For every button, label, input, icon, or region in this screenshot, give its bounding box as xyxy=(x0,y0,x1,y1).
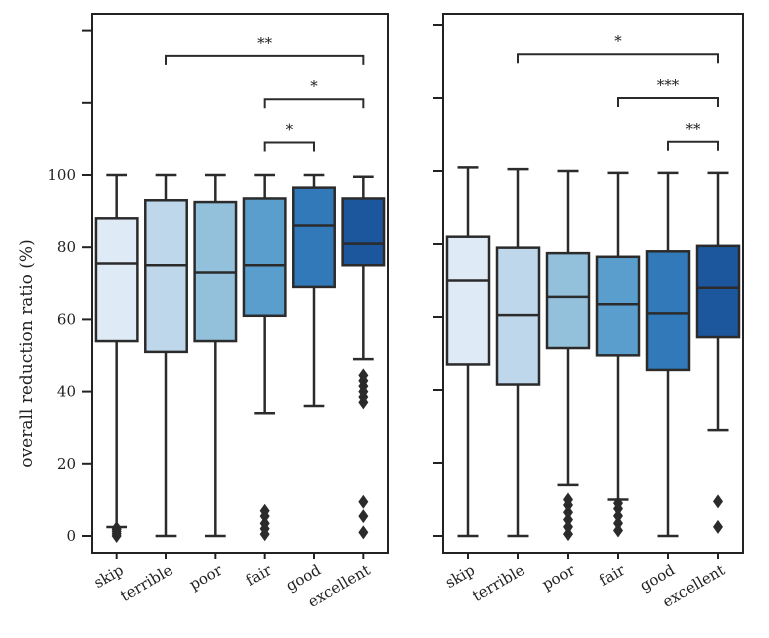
plot-frame xyxy=(442,13,744,554)
x-tick-label: fair xyxy=(596,560,629,589)
box-poor xyxy=(193,173,238,538)
box-poor xyxy=(545,169,591,542)
iqr-box xyxy=(94,217,139,343)
bracket-line xyxy=(165,54,365,65)
outlier-point xyxy=(259,503,270,518)
y-tick-label: 0 xyxy=(66,527,76,545)
significance-bracket: * xyxy=(517,32,719,64)
bracket-line xyxy=(263,98,365,109)
iqr-box xyxy=(144,199,188,354)
iqr-box xyxy=(242,197,287,318)
outlier-point xyxy=(613,508,623,523)
outlier-point xyxy=(713,519,723,534)
significance-bracket: ** xyxy=(667,120,719,151)
iqr-box xyxy=(292,186,336,289)
bracket-line xyxy=(517,53,719,64)
box-excellent xyxy=(695,171,741,534)
y-tick-label: 40 xyxy=(57,383,76,401)
box-good xyxy=(645,171,691,538)
y-tick-label: 80 xyxy=(57,238,76,256)
y-axis-label: overall reduction ratio (%) xyxy=(17,239,37,467)
box-good xyxy=(292,173,336,408)
x-tick-label: terrible xyxy=(469,561,528,605)
outlier-point xyxy=(111,521,122,536)
iqr-box xyxy=(645,250,691,372)
y-tick-label: 60 xyxy=(57,310,76,328)
x-tick-label: fair xyxy=(243,560,276,589)
significance-label: ** xyxy=(686,120,702,138)
iqr-box xyxy=(545,251,591,350)
iqr-box xyxy=(695,244,741,339)
plot-frame xyxy=(91,13,389,554)
outlier-point xyxy=(613,496,623,511)
iqr-box xyxy=(341,197,386,267)
bracket-line xyxy=(617,97,719,107)
significance-bracket: * xyxy=(263,77,365,109)
significance-label: ** xyxy=(257,34,273,52)
box-terrible xyxy=(495,167,541,538)
significance-bracket: *** xyxy=(617,76,719,107)
box-excellent xyxy=(341,175,386,540)
outlier-point xyxy=(563,512,573,527)
iqr-box xyxy=(595,255,641,357)
x-tick-label: poor xyxy=(539,560,579,593)
outlier-point xyxy=(563,527,573,542)
significance-bracket: ** xyxy=(165,34,365,65)
x-tick-label: poor xyxy=(186,560,226,593)
outlier-point xyxy=(358,509,369,524)
outlier-point xyxy=(358,525,369,540)
y-tick-label: 20 xyxy=(57,455,76,473)
box-fair xyxy=(595,171,641,538)
significance-label: * xyxy=(310,77,318,95)
outlier-point xyxy=(563,519,573,534)
outlier-point xyxy=(613,523,623,538)
significance-label: *** xyxy=(657,76,680,94)
bracket-line xyxy=(667,140,719,151)
outlier-point xyxy=(358,494,369,509)
significance-label: * xyxy=(286,121,294,139)
y-tick-label: 100 xyxy=(47,166,76,184)
significance-label: * xyxy=(614,32,622,50)
box-skip xyxy=(445,166,491,538)
outlier-point xyxy=(563,492,573,507)
box-fair xyxy=(242,173,287,542)
iqr-box xyxy=(445,235,491,366)
outlier-point xyxy=(713,494,723,509)
outlier-point xyxy=(613,516,623,531)
outlier-point xyxy=(259,516,270,531)
bracket-line xyxy=(263,141,315,152)
box-skip xyxy=(94,173,139,543)
significance-bracket: * xyxy=(263,121,315,152)
box-terrible xyxy=(144,173,188,538)
outlier-point xyxy=(358,368,369,383)
x-tick-label: terrible xyxy=(117,561,176,605)
outlier-point xyxy=(563,505,573,520)
